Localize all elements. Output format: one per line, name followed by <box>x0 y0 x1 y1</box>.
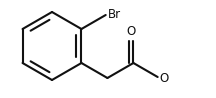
Text: Br: Br <box>108 8 121 20</box>
Text: O: O <box>127 25 136 38</box>
Text: O: O <box>160 72 169 84</box>
